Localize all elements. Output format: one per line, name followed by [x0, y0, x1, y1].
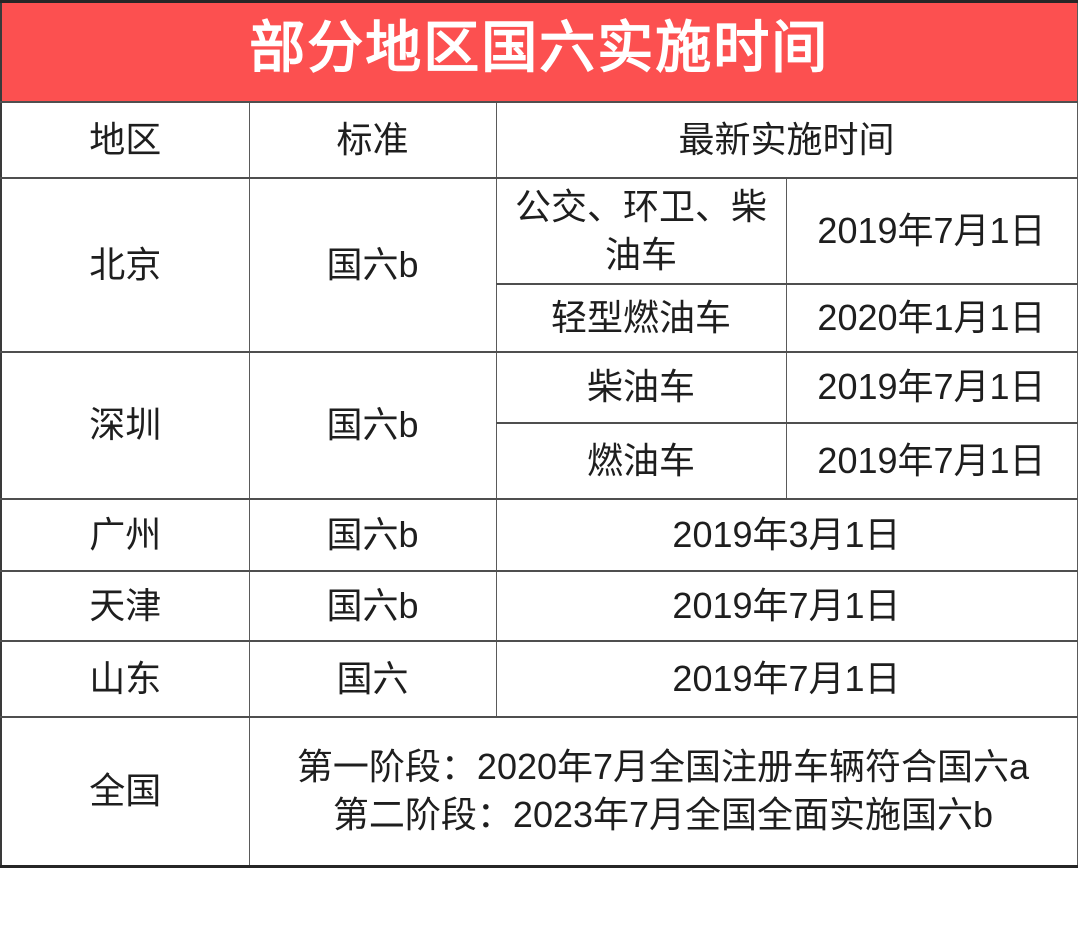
- table-row: 燃油车 2019年7月1日: [1, 421, 1078, 500]
- date-cell: 2020年1月1日: [785, 282, 1078, 353]
- standard-cell: 国六b: [248, 497, 497, 572]
- page-title: 部分地区国六实施时间: [249, 16, 830, 80]
- guoliu-implementation-table: 部分地区国六实施时间 地区 标准 最新实施时间 北京 国六b 公交、环卫、柴油车…: [0, 0, 1078, 868]
- date-cell: 2019年3月1日: [495, 497, 1078, 572]
- region-cell: 北京: [0, 176, 250, 353]
- date-cell: 2019年7月1日: [785, 421, 1078, 500]
- region-cell: 天津: [0, 569, 250, 642]
- table-row: 山东 国六 2019年7月1日: [0, 639, 1078, 718]
- vehicle-type-cell: 燃油车: [495, 421, 787, 500]
- vehicle-type-cell: 轻型燃油车: [495, 282, 787, 353]
- column-header-region: 地区: [0, 100, 250, 179]
- table-row: 天津 国六b 2019年7月1日: [0, 569, 1078, 642]
- table-row: 深圳 国六b 柴油车 2019年7月1日: [0, 350, 1078, 500]
- standard-cell: 国六b: [248, 569, 497, 642]
- standard-cell: 国六b: [248, 350, 497, 500]
- table-row: 北京 国六b 公交、环卫、柴油车 2019年7月1日: [0, 176, 1078, 353]
- national-phases-cell: 第一阶段：2020年7月全国注册车辆符合国六a 第二阶段：2023年7月全国全面…: [248, 715, 1078, 868]
- date-cell: 2019年7月1日: [495, 569, 1078, 642]
- region-cell: 山东: [0, 639, 250, 718]
- region-cell: 广州: [0, 497, 250, 572]
- column-header-standard: 标准: [248, 100, 497, 179]
- date-cell: 2019年7月1日: [785, 176, 1078, 285]
- title-banner: 部分地区国六实施时间: [0, 0, 1078, 103]
- phase-2-text: 第二阶段：2023年7月全国全面实施国六b: [332, 794, 994, 836]
- column-header-latest-time: 最新实施时间: [495, 100, 1078, 179]
- table-row: 全国 第一阶段：2020年7月全国注册车辆符合国六a 第二阶段：2023年7月全…: [0, 715, 1078, 868]
- standard-cell: 国六: [248, 639, 497, 718]
- standard-cell: 国六b: [248, 176, 497, 353]
- vehicle-type-cell: 柴油车: [495, 350, 787, 424]
- region-cell: 深圳: [0, 350, 250, 500]
- date-cell: 2019年7月1日: [495, 639, 1078, 718]
- vehicle-type-cell: 公交、环卫、柴油车: [495, 176, 787, 285]
- table-row: 轻型燃油车 2020年1月1日: [1, 282, 1078, 353]
- date-cell: 2019年7月1日: [785, 350, 1078, 424]
- region-cell: 全国: [0, 715, 250, 868]
- table-row: 广州 国六b 2019年3月1日: [0, 497, 1078, 572]
- phase-1-text: 第一阶段：2020年7月全国注册车辆符合国六a: [296, 746, 1030, 788]
